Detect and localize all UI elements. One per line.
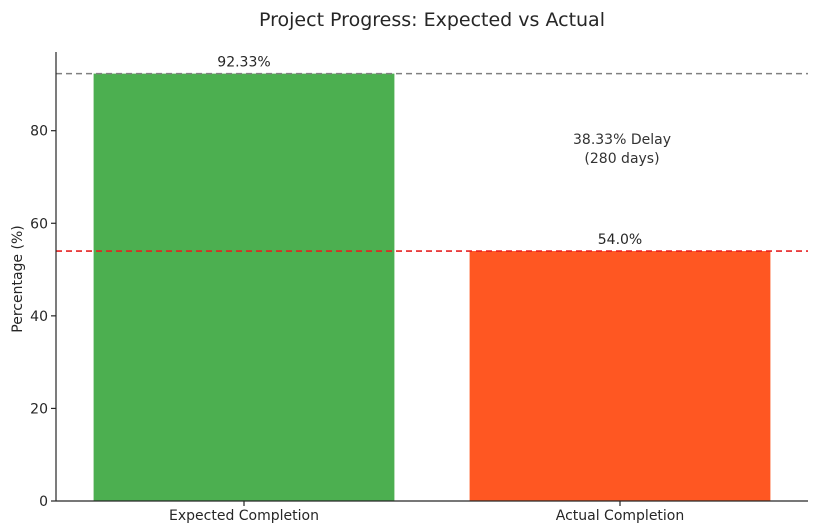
bar-value-label: 92.33% bbox=[217, 55, 270, 71]
x-tick-label: Actual Completion bbox=[556, 508, 685, 524]
bar-actual-completion bbox=[469, 251, 771, 501]
y-axis-label: Percentage (%) bbox=[10, 225, 26, 332]
y-tick-label: 60 bbox=[30, 216, 48, 232]
reference-lines bbox=[56, 72, 808, 252]
delay-annotation-line1: 38.33% Delay bbox=[573, 132, 671, 148]
x-tick-label: Expected Completion bbox=[169, 508, 319, 524]
y-tick-label: 40 bbox=[30, 309, 48, 325]
bar-value-label: 54.0% bbox=[598, 232, 642, 248]
delay-annotation-line2: (280 days) bbox=[584, 151, 659, 167]
bars-group bbox=[93, 73, 771, 501]
y-axis-ticks: 0 20 40 60 80 bbox=[30, 124, 56, 510]
chart-title: Project Progress: Expected vs Actual bbox=[259, 9, 605, 31]
y-tick-label: 80 bbox=[30, 124, 48, 140]
data-labels: 92.33% 54.0% bbox=[217, 55, 642, 248]
bar-expected-completion bbox=[93, 73, 395, 501]
y-tick-label: 20 bbox=[30, 401, 48, 417]
y-tick-label: 0 bbox=[39, 494, 48, 510]
x-axis-ticks: Expected Completion Actual Completion bbox=[169, 501, 684, 524]
